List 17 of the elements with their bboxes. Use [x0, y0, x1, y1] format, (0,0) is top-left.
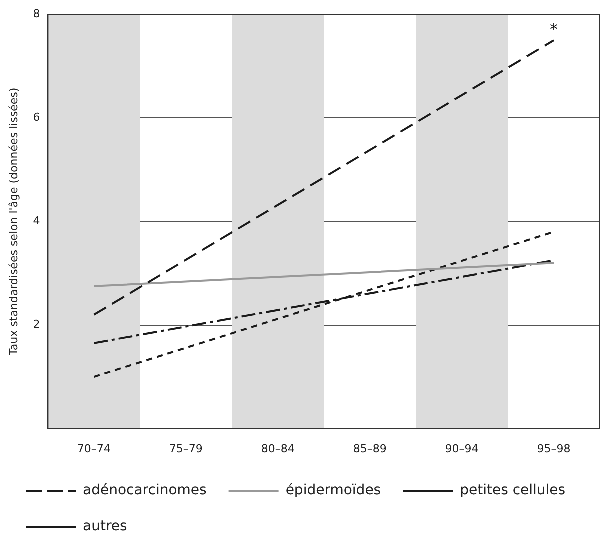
y-tick-label: 6 — [33, 111, 40, 124]
x-tick-label: 80–84 — [261, 442, 295, 456]
x-tick-label: 75–79 — [169, 442, 203, 456]
y-tick-label: 8 — [33, 7, 40, 20]
x-tick-label: 95–98 — [537, 442, 571, 456]
x-tick-label: 70–74 — [77, 442, 111, 456]
annotation: * — [550, 20, 558, 39]
y-tick-label: 4 — [33, 214, 40, 228]
legend-label: adénocarcinomes — [83, 482, 207, 499]
legend-label: petites cellules — [460, 482, 566, 499]
y-axis-title: Taux standardisées selon l'âge (données lissées) — [7, 88, 20, 357]
x-tick-label: 85–89 — [353, 442, 387, 456]
line-series — [93, 39, 556, 316]
x-tick-label: 90–94 — [445, 442, 479, 456]
legend-label: épidermoïdes — [286, 482, 382, 499]
y-tick-label: 2 — [33, 318, 40, 332]
legend-label: autres — [83, 518, 128, 535]
